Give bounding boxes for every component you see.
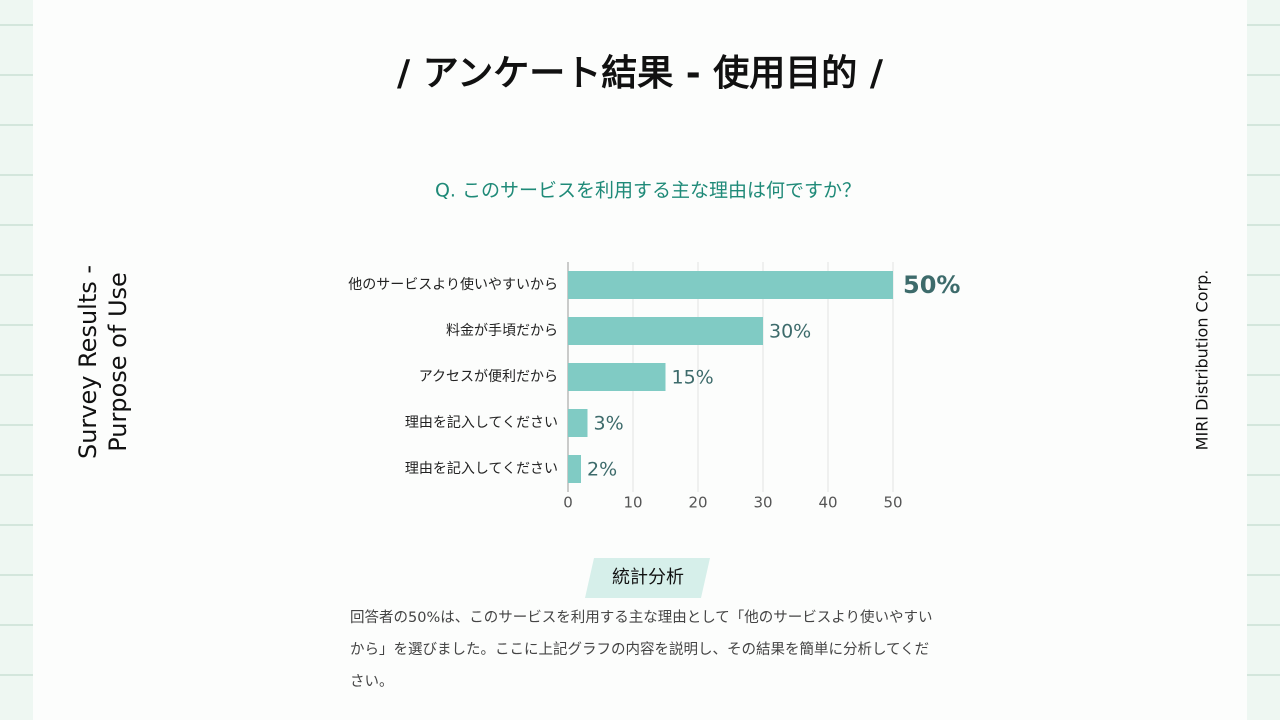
bar — [568, 455, 581, 483]
analysis-text: 回答者の50%は、このサービスを利用する主な理由として「他のサービスより使いやす… — [350, 610, 933, 690]
data-label: 30% — [769, 321, 811, 343]
chart: 0 10 20 30 40 50 他のサービスより使いやすいから 50% 料金が手頃だから 30%… — [348, 262, 960, 512]
panel — [33, 0, 1247, 720]
side-title: Survey Results - Purpose of Use — [74, 265, 132, 459]
y-tick-label: 理由を記入してください — [405, 414, 558, 431]
y-tick-label: 他のサービスより使いやすいから — [348, 276, 558, 293]
data-label: 2% — [587, 459, 617, 481]
data-label: 15% — [672, 367, 714, 389]
bar — [568, 363, 666, 391]
y-tick-label: アクセスが便利だから — [419, 369, 558, 385]
x-tick-label: 20 — [688, 494, 707, 512]
x-tick-label: 0 — [563, 494, 573, 512]
badge — [585, 558, 710, 598]
x-tick-label: 30 — [753, 494, 772, 512]
company: MIRI Distribution Corp. — [1193, 270, 1212, 451]
analysis-heading: 統計分析 — [612, 567, 684, 588]
side-title-line: Purpose of Use — [104, 272, 132, 452]
bar — [568, 317, 763, 345]
x-tick-label: 40 — [818, 494, 837, 512]
side-title-line: Survey Results - — [74, 265, 102, 459]
data-label: 50% — [903, 271, 960, 299]
y-tick-label: 料金が手頃だから — [446, 323, 558, 339]
chart-title: Q. このサービスを利用する主な理由は何ですか？ — [435, 180, 861, 202]
data-label: 3% — [594, 413, 624, 435]
bar — [568, 271, 893, 299]
x-tick-label: 10 — [623, 494, 642, 512]
bar — [568, 409, 588, 437]
slide-title: / アンケート結果 - 使用目的 / — [397, 53, 884, 94]
y-tick-label: 理由を記入してください — [405, 460, 558, 477]
x-tick-label: 50 — [883, 494, 902, 512]
